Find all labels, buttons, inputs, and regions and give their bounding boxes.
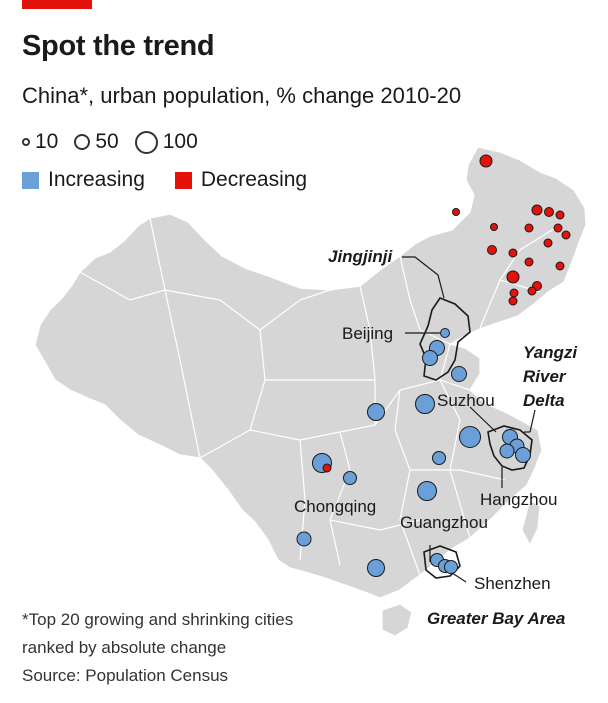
city-dot (543, 238, 553, 248)
city-dot (527, 286, 537, 296)
label-guangzhou: Guangzhou (400, 513, 488, 532)
city-dot-decreasing-chongqing-area (322, 463, 332, 473)
city-dot (417, 481, 437, 501)
city-dot (553, 223, 563, 233)
city-dot (555, 210, 565, 220)
footnote-line2: ranked by absolute change (22, 638, 227, 657)
province-borders (79, 217, 561, 576)
city-dot (432, 451, 446, 465)
legend-circle-10 (22, 138, 30, 146)
city-dot (490, 223, 498, 231)
taiwan-island (521, 499, 541, 547)
city-dot (509, 288, 519, 298)
jingjinji-outline (419, 297, 471, 381)
chart-subtitle: China*, urban population, % change 2010-… (22, 83, 462, 108)
city-dot (422, 350, 438, 366)
legend-size-label-10: 10 (35, 130, 59, 153)
label-hangzhou: Hangzhou (480, 490, 558, 509)
city-dot (555, 261, 565, 271)
source-note: Source: Population Census (22, 666, 229, 685)
label-suzhou: Suzhou (437, 391, 495, 410)
city-dot (561, 230, 571, 240)
city-dot (524, 257, 534, 267)
city-dot (499, 443, 515, 459)
leader-lines (402, 256, 536, 583)
legend-swatch-increasing (22, 171, 39, 189)
city-dot (531, 204, 543, 216)
city-dot-shenzhen (444, 560, 458, 574)
chart-title: Spot the trend (22, 30, 215, 62)
legend-circle-100 (134, 130, 158, 154)
legend-label-increasing: Increasing (48, 168, 145, 191)
legend-size-label-50: 50 (95, 130, 119, 153)
city-dot (367, 403, 385, 421)
city-dot (459, 426, 481, 448)
city-dot (508, 248, 518, 258)
decreasing-cities (452, 154, 571, 306)
increasing-cities (296, 328, 531, 577)
label-yangzi-line2: River (523, 367, 567, 386)
legend-size-label-100: 100 (162, 130, 198, 153)
city-dot-chongqing (343, 471, 357, 485)
china-landmass (34, 146, 587, 599)
city-dot (367, 559, 385, 577)
label-jingjinji: Jingjinji (328, 247, 394, 266)
legend-circle-50 (74, 134, 91, 150)
city-dot (296, 531, 312, 547)
yangzi-delta-outline (487, 425, 533, 471)
city-dot (524, 223, 534, 233)
city-dot (508, 296, 518, 306)
label-yangzi-line3: Delta (523, 391, 565, 410)
color-legend: Increasing Decreasing (22, 168, 337, 192)
city-dot-suzhou (415, 394, 435, 414)
footnote-line1: *Top 20 growing and shrinking cities (22, 610, 294, 629)
city-dot (479, 154, 493, 168)
city-dot (506, 270, 520, 284)
city-dot-hangzhou (515, 447, 531, 463)
label-shenzhen: Shenzhen (474, 574, 551, 593)
hainan-island (381, 603, 413, 637)
label-gba: Greater Bay Area (427, 609, 565, 628)
city-dot (544, 207, 554, 217)
city-dot (451, 366, 467, 382)
city-dot (487, 245, 497, 255)
label-yangzi-line1: Yangzi (523, 343, 578, 362)
legend-swatch-decreasing (174, 171, 192, 189)
legend-label-decreasing: Decreasing (200, 168, 308, 191)
label-beijing: Beijing (342, 324, 393, 343)
city-dot-beijing (440, 328, 450, 338)
city-dot (452, 208, 460, 216)
label-chongqing: Chongqing (294, 497, 376, 516)
economist-red-bar (22, 0, 92, 9)
size-legend: 10 50 100 (22, 130, 214, 154)
